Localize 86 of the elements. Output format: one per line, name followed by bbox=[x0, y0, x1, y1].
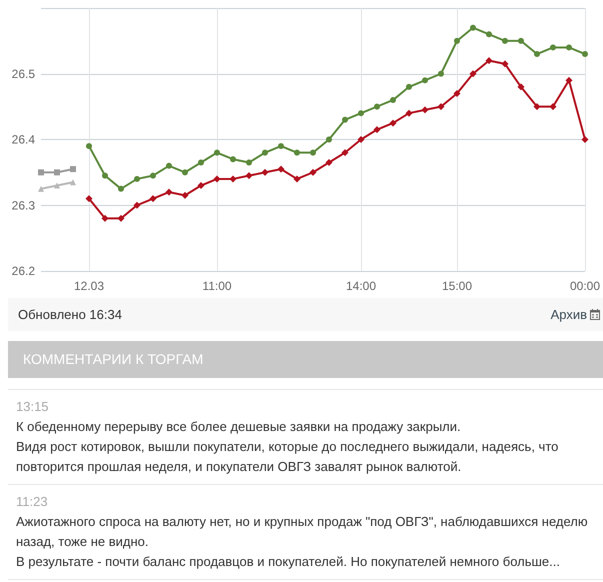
point bbox=[454, 38, 460, 44]
point bbox=[134, 176, 140, 182]
point bbox=[133, 202, 140, 209]
x-tick-label: 11:00 bbox=[202, 279, 232, 293]
text: К обеденному перерыву все более дешевые заявки на продажу закрыли. bbox=[16, 418, 462, 436]
point bbox=[470, 24, 476, 31]
point bbox=[565, 76, 572, 84]
point bbox=[277, 166, 284, 173]
text: 13:15 bbox=[16, 398, 50, 416]
point bbox=[566, 44, 572, 50]
point bbox=[309, 168, 316, 176]
point bbox=[54, 182, 60, 189]
text: Видя рост котировок, вышли покупатели, которые до последнего выжидали, надеясь, что повторится прошлая неделя, и покупатели ОВГЗ завалят рынок валютой. bbox=[16, 438, 560, 476]
point bbox=[469, 70, 476, 78]
point bbox=[245, 172, 252, 180]
point bbox=[86, 143, 92, 150]
point bbox=[502, 38, 508, 44]
point bbox=[149, 195, 156, 202]
text: В результате - почти баланс продавцов и покупателей. Но покупателей немного больше... bbox=[16, 553, 562, 571]
point bbox=[453, 90, 460, 97]
point bbox=[549, 103, 556, 110]
point bbox=[582, 51, 588, 58]
point bbox=[421, 106, 428, 114]
point bbox=[213, 175, 220, 182]
point bbox=[581, 136, 588, 143]
point bbox=[534, 51, 540, 58]
point bbox=[102, 214, 108, 222]
y-tick-label: 26.5 bbox=[12, 66, 36, 81]
point bbox=[341, 149, 348, 156]
point bbox=[374, 104, 380, 110]
point bbox=[197, 182, 204, 190]
point bbox=[422, 77, 428, 84]
point bbox=[150, 172, 156, 179]
point bbox=[342, 116, 348, 123]
point bbox=[54, 169, 60, 176]
point bbox=[294, 150, 300, 156]
point bbox=[437, 103, 444, 110]
text: Ажиотажного спроса на валюту нет, но и крупных продаж "под ОВГЗ", наблюдавшихся неделю назад, тоже не видно. bbox=[16, 513, 589, 551]
x-tick-label: 00:00 bbox=[570, 279, 600, 293]
point bbox=[86, 195, 92, 202]
point bbox=[390, 97, 396, 104]
point bbox=[230, 156, 236, 162]
point bbox=[118, 186, 124, 192]
point bbox=[389, 120, 396, 127]
point bbox=[373, 126, 380, 134]
point bbox=[485, 57, 492, 64]
text: 11:23 bbox=[16, 493, 49, 511]
point bbox=[438, 70, 444, 77]
point bbox=[214, 150, 220, 156]
point bbox=[38, 169, 44, 176]
point bbox=[517, 83, 524, 90]
point bbox=[70, 179, 76, 186]
x-tick-label: 15:00 bbox=[442, 279, 472, 293]
point bbox=[70, 166, 76, 172]
y-tick-label: 26.2 bbox=[12, 264, 36, 278]
point bbox=[262, 150, 268, 156]
y-tick-label: 26.3 bbox=[12, 198, 36, 212]
point bbox=[325, 159, 332, 166]
point bbox=[102, 172, 108, 179]
point bbox=[357, 136, 364, 143]
point bbox=[550, 44, 556, 50]
point bbox=[182, 169, 188, 176]
y-tick-label: 26.4 bbox=[12, 132, 36, 146]
point bbox=[518, 38, 524, 44]
point bbox=[310, 150, 316, 156]
point bbox=[166, 162, 172, 169]
point bbox=[261, 168, 268, 176]
point bbox=[38, 186, 44, 192]
point bbox=[293, 175, 300, 182]
point bbox=[358, 110, 364, 116]
point bbox=[405, 110, 412, 117]
point bbox=[326, 136, 332, 142]
text: Архив bbox=[550, 307, 587, 323]
point bbox=[486, 31, 492, 38]
point bbox=[118, 214, 124, 222]
x-tick-label: 14:00 bbox=[346, 279, 376, 293]
point bbox=[278, 143, 284, 150]
point bbox=[406, 84, 412, 90]
point bbox=[165, 188, 172, 196]
point bbox=[533, 103, 540, 110]
point bbox=[198, 160, 204, 166]
point bbox=[501, 60, 508, 68]
point bbox=[246, 160, 252, 166]
text: Обновлено 16:34 bbox=[18, 307, 122, 323]
x-tick-label: 12.03 bbox=[74, 279, 104, 293]
point bbox=[181, 192, 188, 199]
